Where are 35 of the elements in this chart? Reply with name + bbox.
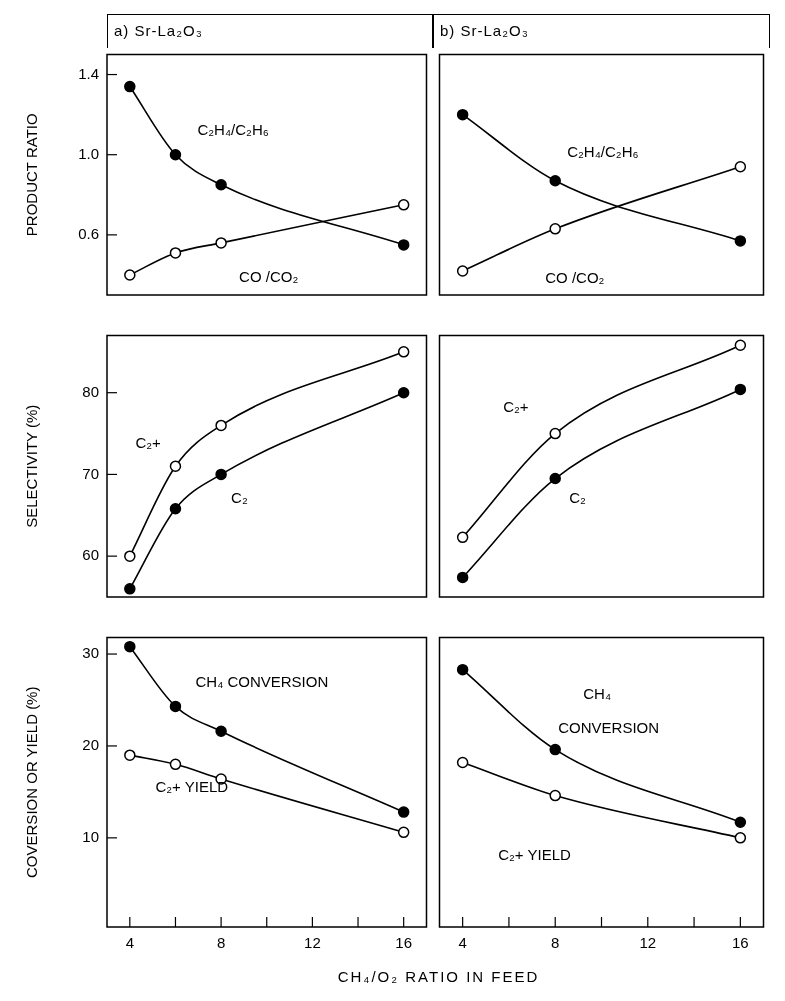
series-label: C₂+ YIELD (155, 778, 229, 796)
series-label: C₂+ (135, 434, 162, 452)
x-axis-title: CH₄/O₂ RATIO IN FEED (336, 968, 541, 985)
series-label: CH₄ CONVERSION (195, 672, 329, 690)
x-tick-label: 8 (551, 934, 560, 952)
series-label: C₂ (569, 488, 587, 506)
x-tick-label: 4 (125, 934, 134, 952)
series-label: C₂+ (503, 397, 529, 415)
y-tick-label: 1.4 (78, 64, 99, 82)
chart-title: b) Sr-La₂O₃ (433, 14, 770, 48)
y-axis-title: SELECTIVITY (%) (23, 404, 41, 528)
x-tick-label: 16 (395, 934, 413, 952)
text: CO /CO₂ (545, 269, 605, 286)
y-tick-label: 30 (82, 644, 99, 662)
series-label: C₂H₄/C₂H₆ (197, 120, 269, 138)
x-tick-label: 4 (458, 934, 467, 952)
y-tick-label: 10 (82, 827, 99, 845)
series-label: CO /CO₂ (239, 268, 299, 286)
y-tick-label: 0.6 (78, 225, 99, 243)
x-tick-label: 16 (732, 934, 749, 952)
chart-title: a) Sr-La₂O₃ (107, 14, 433, 48)
series-label: C₂H₄/C₂H₆ (567, 142, 639, 160)
y-tick-label: 1.0 (78, 144, 99, 162)
series-label: CH₄ CONVERSION (558, 684, 660, 736)
y-axis-title: COVERSION OR YIELD (%) (23, 686, 41, 878)
x-tick-label: 12 (304, 934, 321, 952)
y-tick-label: 20 (82, 736, 99, 754)
y-tick-label: 70 (82, 464, 99, 482)
y-tick-label: 60 (82, 546, 99, 564)
text: C₂+ YIELD (498, 845, 572, 863)
series-label: C₂ (231, 488, 248, 506)
x-tick-label: 12 (639, 934, 657, 952)
y-tick-label: 80 (82, 382, 99, 400)
x-tick-label: 8 (216, 934, 226, 952)
y-axis-title: PRODUCT RATIO (23, 113, 41, 237)
